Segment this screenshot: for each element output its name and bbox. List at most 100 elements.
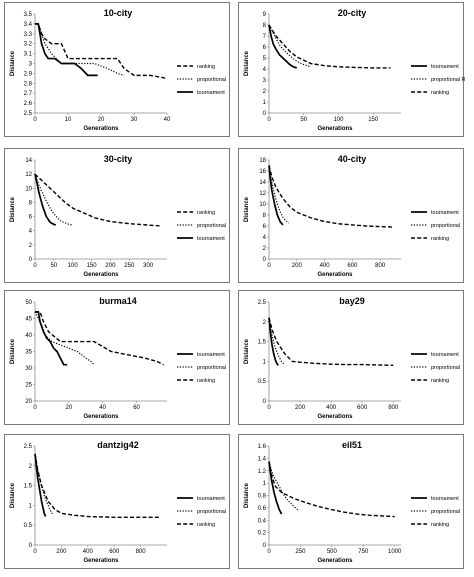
- chart-svg: eil51 0 0.2 0.4 0.6 0.8 1 1.2 1.4 1.6 0 250 500 750 10…: [244, 440, 460, 564]
- x-tick-label: 600: [347, 263, 358, 269]
- y-tick-label: 1.4: [258, 456, 267, 462]
- chart-svg: 10-city 2.5 2.6 2.7 2.8 2.9 3 3.1 3.2 3.3 3.4 3.5 0 1…: [10, 8, 226, 132]
- chart-panel-eil51: eil51 0 0.2 0.4 0.6 0.8 1 1.2 1.4 1.6 0 250 500 750 10…: [238, 434, 464, 569]
- chart-svg: 30-city 0 2 4 6 8 10 12 14 0 50 100 150 200 250 300 Gene…: [10, 154, 226, 278]
- y-tick-label: 6: [263, 45, 267, 51]
- y-tick-label: 4: [29, 229, 33, 235]
- y-tick-label: 3: [29, 62, 33, 68]
- x-tick-label: 1000: [388, 549, 402, 555]
- y-tick-label: 2: [263, 246, 267, 252]
- series-line-proportional: [34, 453, 54, 516]
- x-tick-label: 150: [87, 263, 98, 269]
- x-tick-label: 30: [131, 117, 138, 123]
- legend-label: proportional: [431, 365, 460, 371]
- y-tick-label: 0.5: [258, 379, 267, 385]
- chart-title: burma14: [99, 296, 137, 306]
- chart-svg: bay29 0 0.5 1 1.5 2 2.5 0 200 400 600 800 Generation…: [244, 296, 460, 420]
- y-tick-label: 2.5: [258, 300, 267, 306]
- y-tick-label: 3.2: [24, 42, 33, 48]
- y-tick-label: 1.6: [258, 444, 267, 450]
- legend-label: proportional: [197, 77, 226, 83]
- y-tick-label: 9: [263, 12, 267, 18]
- y-tick-label: 0.4: [258, 518, 267, 524]
- y-tick-label: 1: [263, 359, 267, 365]
- x-tick-label: 300: [143, 263, 154, 269]
- legend-label: proportional: [197, 223, 226, 229]
- y-tick-label: 0: [29, 257, 33, 263]
- series-line-ranking: [34, 173, 160, 227]
- chart-panel-40-city: 40-city 0 2 4 6 8 10 12 14 16 18 0 200 400 600 800 Gener…: [238, 148, 464, 283]
- y-tick-label: 3.4: [24, 22, 33, 28]
- x-tick-label: 400: [83, 549, 94, 555]
- legend-label: ranking: [431, 522, 449, 528]
- y-tick-label: 1.5: [258, 340, 267, 346]
- y-tick-label: 2: [29, 243, 33, 249]
- y-tick-label: 3.3: [24, 32, 33, 38]
- x-tick-label: 600: [109, 549, 120, 555]
- legend-label: proportional: [431, 223, 460, 229]
- y-tick-label: 1: [263, 481, 267, 487]
- y-axis-title: Distance: [10, 50, 16, 76]
- y-tick-label: 3: [263, 78, 267, 84]
- x-tick-label: 200: [105, 263, 116, 269]
- series-line-ranking: [35, 23, 168, 80]
- chart-title: 30-city: [104, 154, 133, 164]
- series-line-ranking: [35, 311, 164, 366]
- x-tick-label: 400: [326, 405, 337, 411]
- y-tick-label: 6: [263, 224, 267, 230]
- series-line-tournament: [34, 173, 57, 226]
- y-axis-title: Distance: [244, 50, 250, 76]
- x-axis-title: Generations: [317, 126, 353, 132]
- y-tick-label: 8: [263, 213, 267, 219]
- y-tick-label: 6: [29, 215, 33, 221]
- y-tick-label: 2.8: [24, 81, 33, 87]
- legend-label: proportional: [197, 509, 226, 515]
- x-tick-label: 50: [300, 117, 307, 123]
- y-tick-label: 40: [25, 333, 32, 339]
- y-tick-label: 14: [25, 158, 32, 164]
- x-tick-label: 0: [267, 263, 271, 269]
- y-tick-label: 2: [263, 89, 267, 95]
- series-line-ranking: [268, 317, 394, 367]
- legend-label: tournament: [197, 236, 225, 242]
- x-tick-label: 60: [133, 405, 140, 411]
- chart-panel-20-city: 20-city 0 1 2 3 4 5 6 7 8 9 0 50 100 150 Generations Dis…: [238, 2, 465, 137]
- y-tick-label: 20: [25, 399, 32, 405]
- y-tick-label: 2.9: [24, 71, 33, 77]
- y-tick-label: 8: [263, 23, 267, 29]
- y-tick-label: 50: [25, 300, 32, 306]
- chart-panel-10-city: 10-city 2.5 2.6 2.7 2.8 2.9 3 3.1 3.2 3.3 3.4 3.5 0 1…: [4, 2, 230, 137]
- x-axis-title: Generations: [83, 272, 119, 278]
- legend-label: proportional: [197, 365, 226, 371]
- x-tick-label: 200: [295, 405, 306, 411]
- x-tick-label: 50: [51, 263, 58, 269]
- y-axis-title: Distance: [244, 196, 250, 222]
- y-tick-label: 2: [29, 464, 33, 470]
- series-line-proportional-RW: [268, 24, 311, 68]
- x-tick-label: 800: [388, 405, 399, 411]
- legend-label: tournament: [197, 496, 225, 502]
- y-tick-label: 2.5: [24, 444, 33, 450]
- y-tick-label: 4: [263, 67, 267, 73]
- series-line-tournament: [35, 311, 68, 366]
- legend-label: tournament: [431, 64, 459, 70]
- series-line-proportional: [35, 23, 125, 76]
- series-line-proportional: [268, 317, 285, 365]
- y-tick-label: 18: [259, 158, 266, 164]
- x-axis-title: Generations: [83, 414, 119, 420]
- chart-title: dantzig42: [97, 440, 139, 450]
- y-tick-label: 10: [25, 186, 32, 192]
- series-line-proportional: [34, 173, 73, 226]
- y-tick-label: 0: [263, 111, 267, 117]
- y-tick-label: 1.2: [258, 469, 267, 475]
- chart-title: 20-city: [338, 8, 367, 18]
- legend-label: ranking: [197, 378, 215, 384]
- x-axis-title: Generations: [317, 414, 353, 420]
- series-line-proportional: [34, 311, 95, 366]
- x-tick-label: 150: [368, 117, 379, 123]
- y-axis-title: Distance: [244, 482, 250, 508]
- chart-svg: 20-city 0 1 2 3 4 5 6 7 8 9 0 50 100 150 Generations Dis…: [244, 8, 465, 132]
- y-tick-label: 1: [263, 100, 267, 106]
- x-tick-label: 200: [292, 263, 303, 269]
- series-line-tournament: [34, 453, 47, 517]
